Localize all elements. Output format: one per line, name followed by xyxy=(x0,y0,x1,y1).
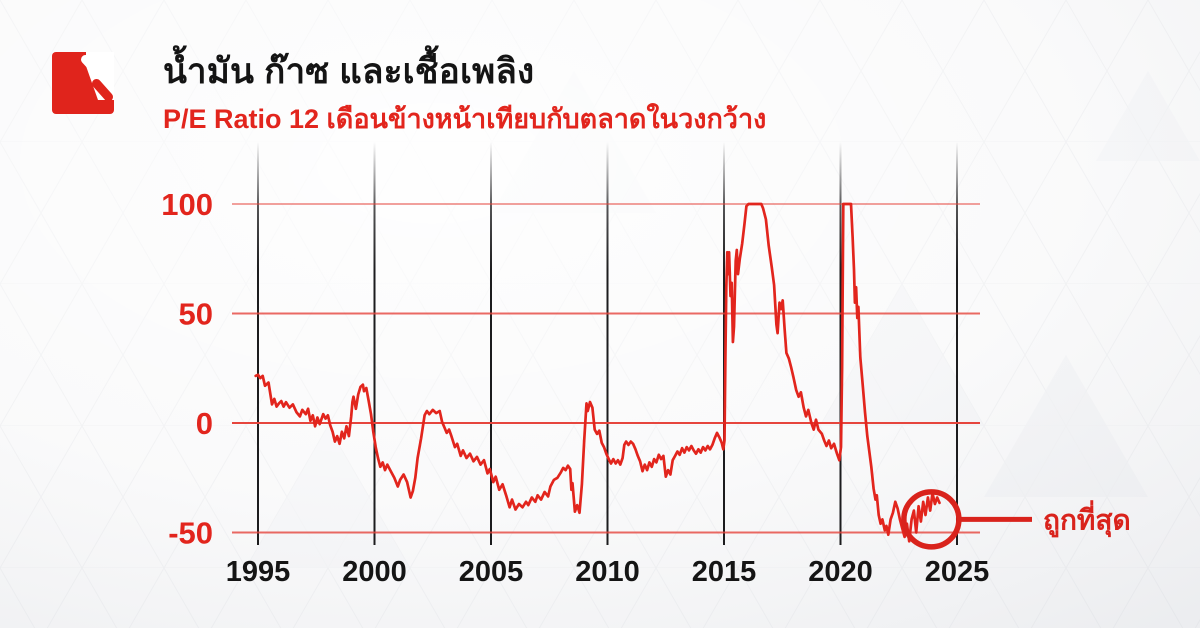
x-axis-label-2020: 2020 xyxy=(808,556,873,588)
x-gridline-2020 xyxy=(839,142,842,545)
header: น้ำมัน ก๊าซ และเชื้อเพลิง P/E Ratio 12 เ… xyxy=(52,50,766,135)
x-axis-label-2000: 2000 xyxy=(342,556,407,588)
x-axis-label-2015: 2015 xyxy=(692,556,757,588)
x-axis-label-2005: 2005 xyxy=(459,556,524,588)
y-axis-label-0: 0 xyxy=(196,406,213,441)
x-gridline-2000 xyxy=(373,142,376,545)
pe-ratio-series-line xyxy=(254,202,941,543)
x-gridline-2025 xyxy=(956,142,958,545)
x-axis-label-1995: 1995 xyxy=(226,556,291,588)
x-gridline-2015 xyxy=(723,142,725,545)
x-axis-label-2010: 2010 xyxy=(575,556,640,588)
x-gridline-2010 xyxy=(606,142,609,545)
brand-logo-icon xyxy=(52,52,114,114)
page-subtitle: P/E Ratio 12 เดือนข้างหน้าเทียบกับตลาดใน… xyxy=(163,103,767,134)
x-axis-label-2025: 2025 xyxy=(925,556,990,588)
x-gridline-1995 xyxy=(257,142,259,545)
y-axis-label-100: 100 xyxy=(161,187,213,222)
cheapest-point-circle xyxy=(901,489,962,550)
y-axis-label-50: 50 xyxy=(179,297,213,332)
annotation-label: ถูกที่สุด xyxy=(1043,499,1131,537)
y-axis-label--50: -50 xyxy=(168,516,213,551)
x-gridline-2005 xyxy=(490,142,492,545)
page-title: น้ำมัน ก๊าซ และเชื้อเพลิง xyxy=(163,52,535,91)
